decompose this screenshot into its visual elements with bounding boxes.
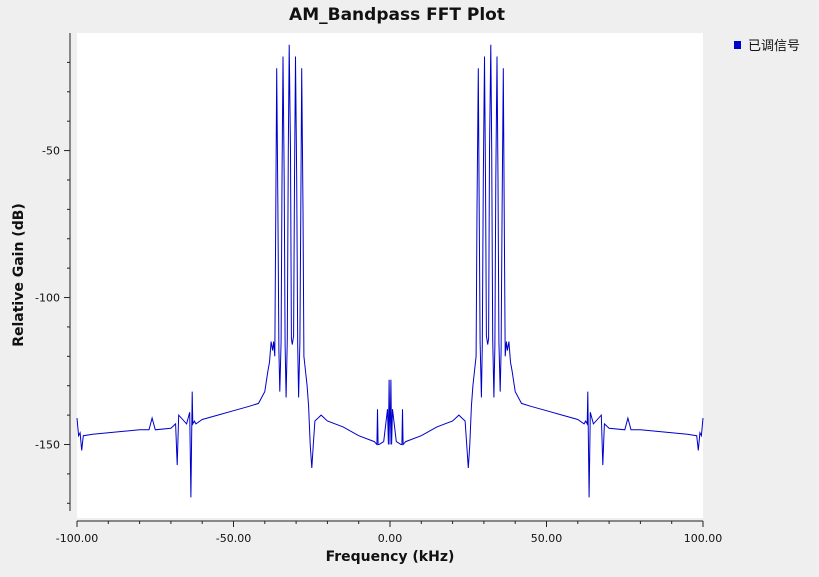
series-layer — [76, 44, 704, 498]
x-tick-label: 100.00 — [684, 532, 723, 545]
plot-area — [77, 33, 703, 518]
x-tick-label: 50.00 — [531, 532, 563, 545]
x-axis-label: Frequency (kHz) — [326, 549, 455, 565]
x-axis-ticks: -100.00 -50.00 0.00 50.00 100.00 — [56, 521, 722, 545]
y-tick-label: -100 — [35, 292, 60, 305]
y-axis-label: Relative Gain (dB) — [11, 203, 27, 347]
x-tick-label: -50.00 — [216, 532, 251, 545]
legend-label: 已调信号 — [748, 39, 800, 54]
y-tick-label: -50 — [42, 145, 60, 158]
chart-title: AM_Bandpass FFT Plot — [289, 5, 505, 25]
x-tick-label: -100.00 — [56, 532, 98, 545]
y-axis-ticks: -50 -100 -150 — [35, 61, 70, 504]
legend: 已调信号 — [734, 39, 800, 54]
legend-swatch — [734, 41, 741, 49]
x-tick-label: 0.00 — [378, 532, 403, 545]
series-line — [76, 44, 704, 498]
y-tick-label: -150 — [35, 439, 60, 452]
